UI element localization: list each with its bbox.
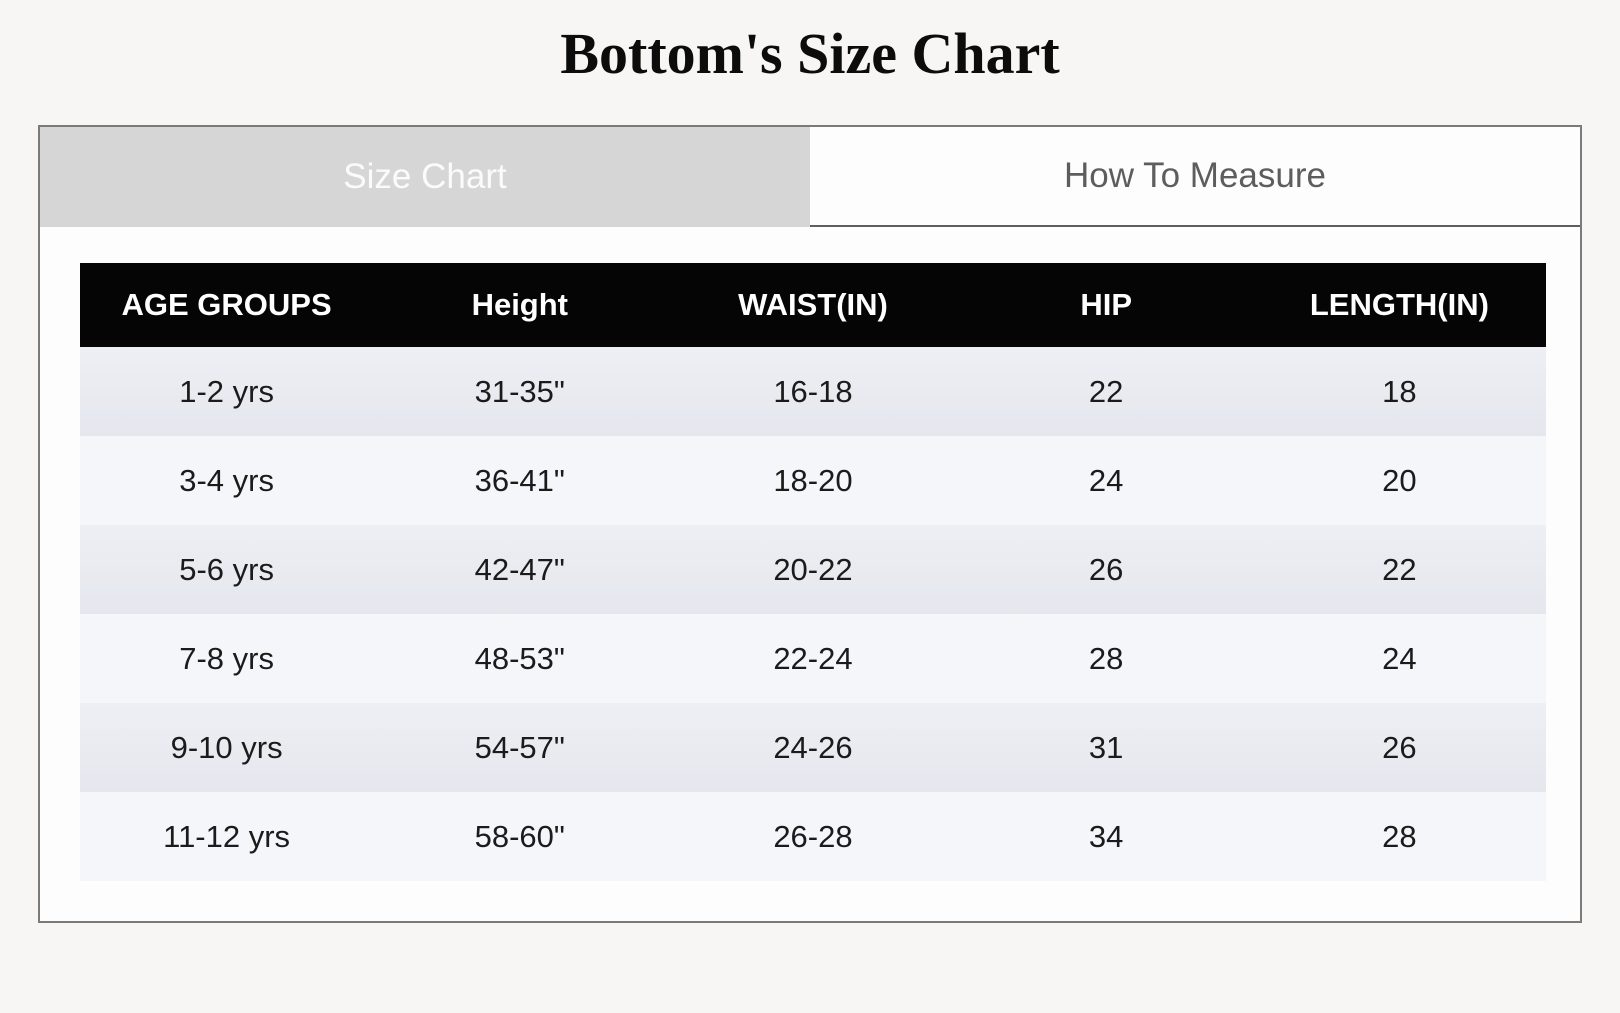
cell-age: 11-12 yrs <box>163 818 291 854</box>
cell-waist: 20-22 <box>773 551 853 587</box>
cell-length: 18 <box>1382 373 1417 409</box>
cell-length: 26 <box>1382 729 1417 765</box>
cell-waist: 22-24 <box>773 640 853 676</box>
table-row: 9-10 yrs 54-57" 24-26 31 26 <box>80 703 1546 792</box>
tab-how-to-measure-label: How To Measure <box>1064 156 1326 195</box>
tab-panel-size-chart: AGE GROUPS Height WAIST(IN) HIP LENGTH(I… <box>40 227 1580 881</box>
cell-hip: 28 <box>1088 640 1124 676</box>
cell-hip: 24 <box>1088 462 1124 498</box>
column-header-length: LENGTH(IN) <box>1252 263 1546 347</box>
table-row: 3-4 yrs 36-41" 18-20 24 20 <box>80 436 1546 525</box>
cell-age: 7-8 yrs <box>179 640 274 676</box>
tab-bar: Size Chart How To Measure <box>40 127 1580 227</box>
cell-length: 22 <box>1382 551 1417 587</box>
size-table: AGE GROUPS Height WAIST(IN) HIP LENGTH(I… <box>80 263 1546 881</box>
page-title: Bottom's Size Chart <box>560 21 1060 86</box>
cell-length: 24 <box>1382 640 1417 676</box>
cell-age: 1-2 yrs <box>179 373 274 409</box>
table-row: 7-8 yrs 48-53" 22-24 28 24 <box>80 614 1546 703</box>
cell-height: 58-60" <box>474 818 565 854</box>
cell-height: 48-53" <box>474 640 565 676</box>
cell-height: 42-47" <box>474 551 565 587</box>
table-row: 5-6 yrs 42-47" 20-22 26 22 <box>80 525 1546 614</box>
cell-length: 20 <box>1382 462 1417 498</box>
cell-hip: 31 <box>1088 729 1124 765</box>
cell-height: 54-57" <box>474 729 565 765</box>
table-row: 1-2 yrs 31-35" 16-18 22 18 <box>80 347 1546 436</box>
column-header-age-groups: AGE GROUPS <box>80 263 374 347</box>
cell-age: 9-10 yrs <box>170 729 283 765</box>
tab-how-to-measure[interactable]: How To Measure <box>810 127 1580 227</box>
table-header-row: AGE GROUPS Height WAIST(IN) HIP LENGTH(I… <box>80 263 1546 347</box>
tab-size-chart-label: Size Chart <box>343 157 507 196</box>
cell-height: 31-35" <box>474 373 565 409</box>
table-row: 11-12 yrs 58-60" 26-28 34 28 <box>80 792 1546 881</box>
column-header-waist: WAIST(IN) <box>666 263 960 347</box>
cell-height: 36-41" <box>474 462 565 498</box>
cell-hip: 22 <box>1088 373 1124 409</box>
cell-hip: 26 <box>1088 551 1124 587</box>
tab-size-chart[interactable]: Size Chart <box>40 127 810 227</box>
column-header-height: Height <box>373 263 667 347</box>
cell-length: 28 <box>1382 818 1417 854</box>
cell-waist: 26-28 <box>773 818 853 854</box>
cell-waist: 24-26 <box>773 729 853 765</box>
cell-age: 3-4 yrs <box>179 462 274 498</box>
cell-hip: 34 <box>1088 818 1124 854</box>
size-chart-widget: Size Chart How To Measure AGE GROUPS Hei… <box>38 125 1582 923</box>
cell-waist: 16-18 <box>773 373 853 409</box>
cell-waist: 18-20 <box>773 462 853 498</box>
cell-age: 5-6 yrs <box>179 551 274 587</box>
column-header-hip: HIP <box>959 263 1253 347</box>
